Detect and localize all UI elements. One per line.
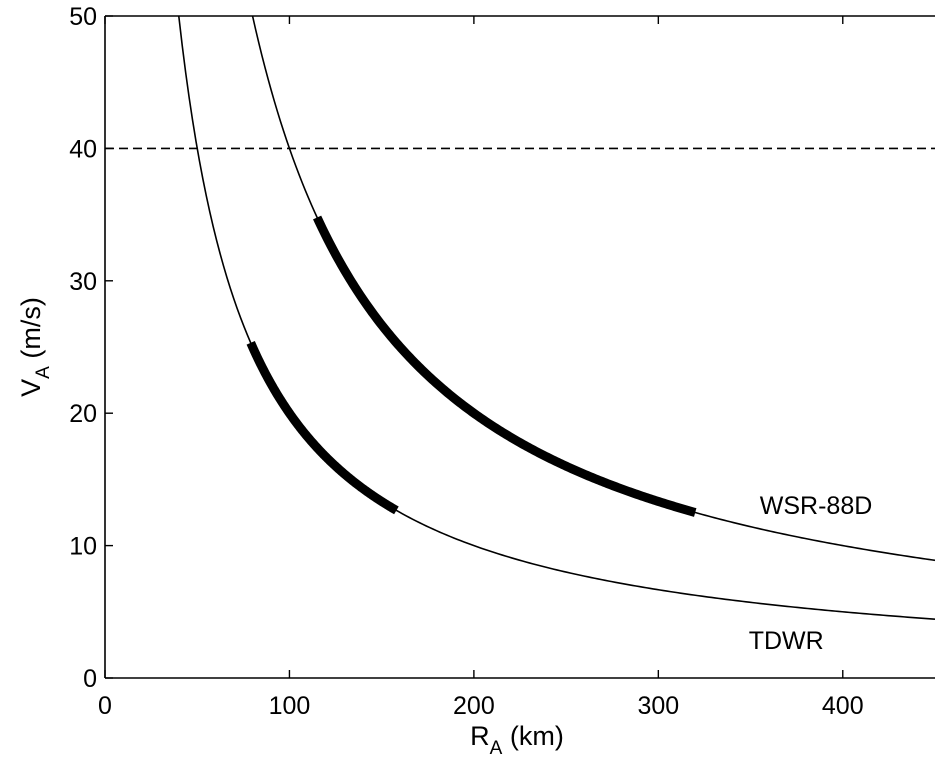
y-tick-label: 20 (69, 400, 97, 428)
y-axis-label-main: V (16, 379, 46, 397)
y-tick-label: 30 (69, 268, 97, 296)
x-tick-label: 0 (98, 692, 112, 720)
x-axis-label-subscript: A (490, 738, 503, 759)
y-axis-label: VA (m/s) (16, 297, 54, 397)
series-label-tdwr: TDWR (749, 627, 824, 655)
y-tick-label: 0 (83, 665, 97, 693)
y-axis-label-unit: (m/s) (16, 297, 46, 366)
x-axis-label-main: R (470, 721, 490, 751)
series-highlight-tdwr (246, 341, 399, 515)
x-tick-label: 200 (453, 692, 495, 720)
y-axis-label-subscript: A (33, 366, 54, 379)
x-tick-label: 400 (822, 692, 864, 720)
plot-curves (177, 16, 935, 620)
series-highlight-wsr-88d (313, 215, 697, 517)
curve-labels: WSR-88D TDWR (749, 492, 873, 655)
y-tick-label: 50 (69, 3, 97, 31)
y-tick-label: 40 (69, 135, 97, 163)
x-axis-label-unit: (km) (502, 721, 563, 751)
x-tick-label: 100 (269, 692, 311, 720)
y-tick-label: 10 (69, 533, 97, 561)
axes (104, 15, 935, 679)
x-tick-label: 300 (637, 692, 679, 720)
y-axis-ticks: 0 10 20 30 40 50 (69, 3, 113, 693)
series-label-wsr-88d: WSR-88D (760, 492, 873, 520)
x-axis-ticks: 0 100 200 300 400 (98, 16, 864, 720)
x-axis-label: RA (km) (470, 721, 564, 759)
